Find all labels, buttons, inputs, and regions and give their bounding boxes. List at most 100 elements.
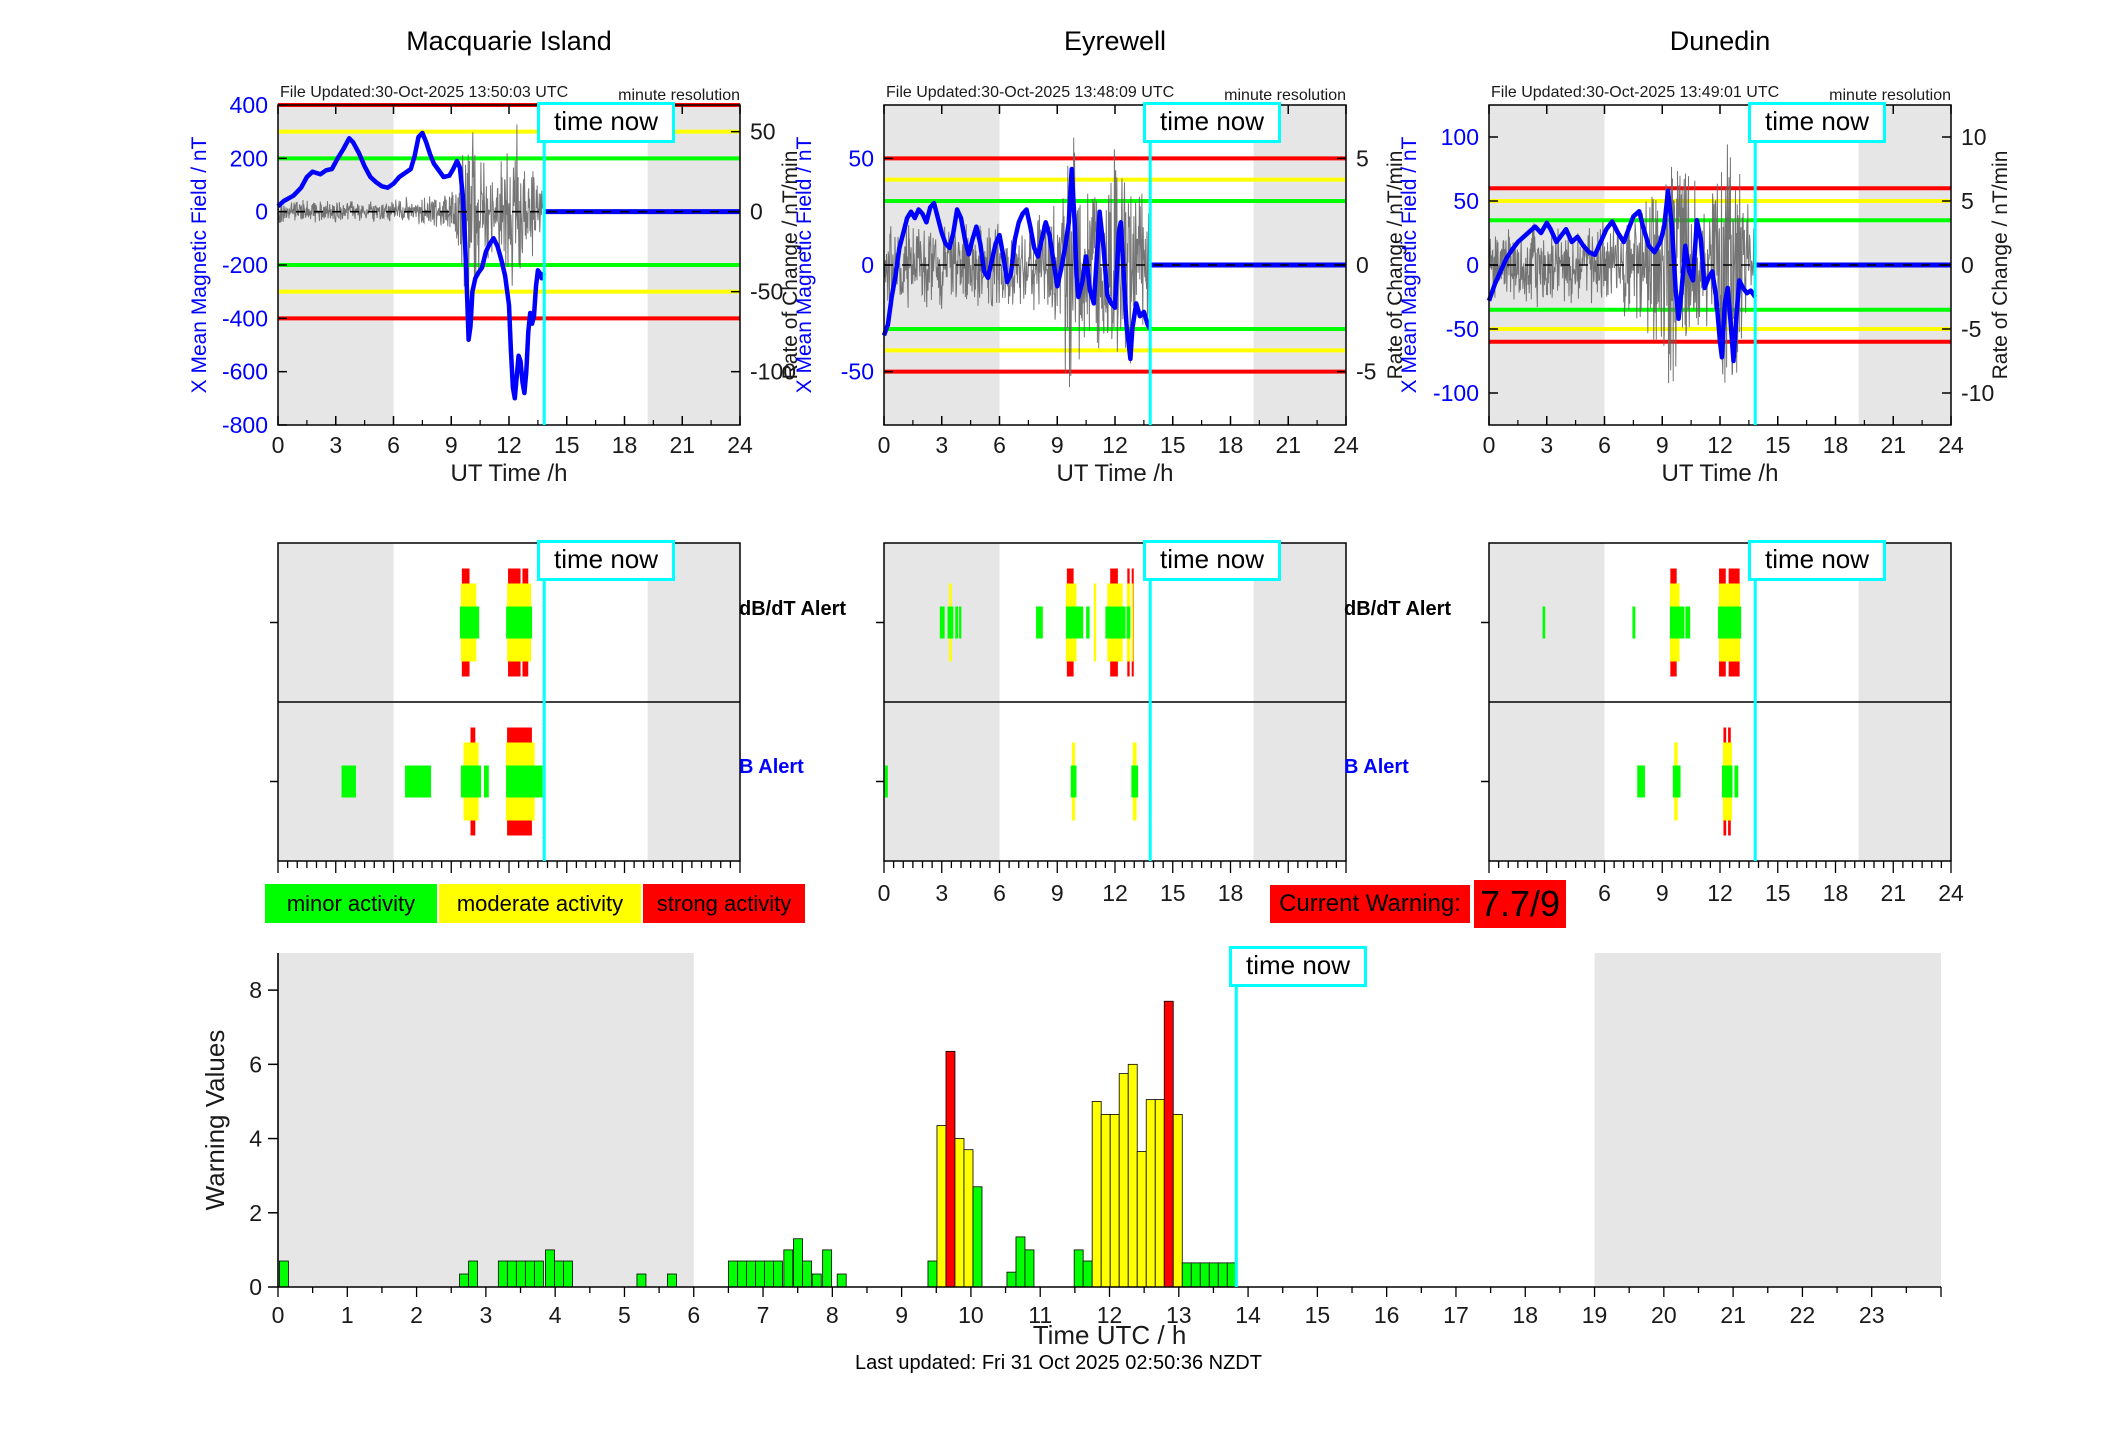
- b-alert-green-segment: [506, 765, 543, 798]
- warning-value-bar: [783, 1249, 794, 1288]
- bottom-x-tick-label: 3: [479, 1302, 492, 1328]
- warning-value-bar: [1172, 1114, 1183, 1288]
- bottom-x-tick-label: 4: [549, 1302, 562, 1328]
- right-tick-label: -5: [1961, 316, 1981, 342]
- alert-x-tick-label: 3: [935, 880, 948, 906]
- b-alert-green-segment: [483, 765, 489, 798]
- x-tick-label: 0: [1483, 432, 1496, 458]
- dbdt-alert-green-segment: [1105, 606, 1126, 639]
- bottom-x-tick-label: 18: [1512, 1302, 1538, 1328]
- warning-value-bar: [1118, 1073, 1129, 1288]
- dbdt-alert-label: dB/dT Alert: [739, 598, 847, 620]
- bottom-y-tick-label: 8: [249, 977, 262, 1003]
- x-tick-label: 21: [669, 432, 695, 458]
- dbdt-alert-green-segment: [1126, 606, 1131, 639]
- warning-value-bar: [1190, 1262, 1201, 1288]
- right-tick-label: 0: [750, 199, 763, 225]
- x-tick-label: 9: [1051, 432, 1064, 458]
- alert-x-tick-label: 12: [1102, 880, 1128, 906]
- bottom-yaxis-label: Warning Values: [200, 1030, 230, 1211]
- x-tick-label: 9: [445, 432, 458, 458]
- left-tick-label: 0: [861, 252, 874, 278]
- x-tick-label: 18: [612, 432, 638, 458]
- alert-x-tick-label: 15: [1765, 880, 1791, 906]
- warning-value-bar: [746, 1260, 756, 1288]
- b-alert-green-segment: [405, 765, 432, 798]
- bottom-x-tick-label: 1: [341, 1302, 354, 1328]
- x-tick-label: 15: [1160, 432, 1186, 458]
- warning-value-bar: [802, 1260, 812, 1288]
- x-tick-label: 21: [1880, 432, 1906, 458]
- b-alert-label: B Alert: [1344, 756, 1409, 778]
- station-title-dunedin: Dunedin: [1669, 26, 1771, 56]
- dbdt-alert-green-segment: [1036, 606, 1043, 639]
- warning-value-bar: [1199, 1262, 1210, 1288]
- warning-value-bar: [1208, 1262, 1219, 1288]
- resolution-label-eyrewell: minute resolution: [1224, 87, 1346, 104]
- time-now-label: time now: [1748, 102, 1887, 143]
- file-updated-dunedin: File Updated:30-Oct-2025 13:49:01 UTC: [1491, 84, 1780, 101]
- x-tick-label: 3: [1540, 432, 1553, 458]
- right-tick-label: 10: [1961, 124, 1987, 150]
- warning-value-bar: [1145, 1099, 1156, 1288]
- mean-field-line: [276, 130, 547, 401]
- warning-value-bar: [545, 1249, 555, 1288]
- bottom-x-tick-label: 8: [826, 1302, 839, 1328]
- dbdt-alert-green-segment: [1632, 606, 1636, 639]
- left-axis-title: X Mean Magnetic Field / nT: [1398, 136, 1421, 393]
- rate-of-change-trace: [1488, 144, 1756, 384]
- warning-value-bar: [822, 1249, 833, 1288]
- dbdt-alert-label: dB/dT Alert: [1344, 598, 1452, 620]
- alert-x-tick-label: 21: [1880, 880, 1906, 906]
- warning-value-bar: [764, 1260, 774, 1288]
- right-tick-label: 5: [1356, 145, 1369, 171]
- b-alert-green-segment: [1734, 765, 1739, 798]
- time-now-label: time now: [1748, 540, 1887, 581]
- warning-value-bar: [836, 1273, 847, 1288]
- legend-minor-activity: minor activity: [265, 884, 437, 923]
- bottom-y-tick-label: 4: [249, 1126, 262, 1152]
- bottom-x-tick-label: 6: [687, 1302, 700, 1328]
- mean-field-line: [881, 166, 1153, 362]
- x-tick-label: 24: [1938, 432, 1964, 458]
- legend-moderate-activity: moderate activity: [439, 884, 641, 923]
- bottom-x-tick-label: 9: [895, 1302, 908, 1328]
- left-tick-label: 0: [255, 199, 268, 225]
- alert-x-tick-label: 18: [1218, 880, 1244, 906]
- dbdt-alert-green-segment: [959, 606, 962, 639]
- dbdt-alert-green-segment: [1718, 606, 1742, 639]
- bottom-x-tick-label: 21: [1720, 1302, 1746, 1328]
- right-tick-label: -10: [1961, 380, 1994, 406]
- warning-value-bar: [459, 1273, 469, 1288]
- b-alert-green-segment: [1637, 765, 1645, 798]
- left-tick-label: -100: [1433, 380, 1479, 406]
- x-tick-label: 12: [1102, 432, 1128, 458]
- time-now-label: time now: [537, 102, 676, 143]
- bottom-y-tick-label: 0: [249, 1274, 262, 1300]
- bottom-x-tick-label: 0: [272, 1302, 285, 1328]
- left-tick-label: 200: [230, 145, 268, 171]
- left-tick-label: -600: [222, 359, 268, 385]
- x-tick-label: 18: [1218, 432, 1244, 458]
- warning-value-bar: [1217, 1262, 1228, 1288]
- warning-value-bar: [972, 1186, 983, 1288]
- warning-value-bar: [773, 1260, 783, 1288]
- right-tick-label: 5: [1961, 188, 1974, 214]
- warning-value-bar: [563, 1260, 573, 1288]
- x-tick-label: 6: [993, 432, 1006, 458]
- right-tick-label: -50: [750, 279, 783, 305]
- warning-value-bar: [793, 1238, 803, 1288]
- right-tick-label: 50: [750, 119, 776, 145]
- dbdt-alert-green-segment: [955, 606, 959, 639]
- warning-value-bar: [811, 1273, 822, 1288]
- b-alert-green-segment: [341, 765, 356, 798]
- warning-value-bar: [1091, 1101, 1102, 1288]
- x-tick-label: 24: [1333, 432, 1359, 458]
- bottom-x-tick-label: 19: [1582, 1302, 1608, 1328]
- alert-x-tick-label: 6: [993, 880, 1006, 906]
- dbdt-alert-green-segment: [1669, 606, 1685, 639]
- warning-value-bar: [636, 1273, 647, 1288]
